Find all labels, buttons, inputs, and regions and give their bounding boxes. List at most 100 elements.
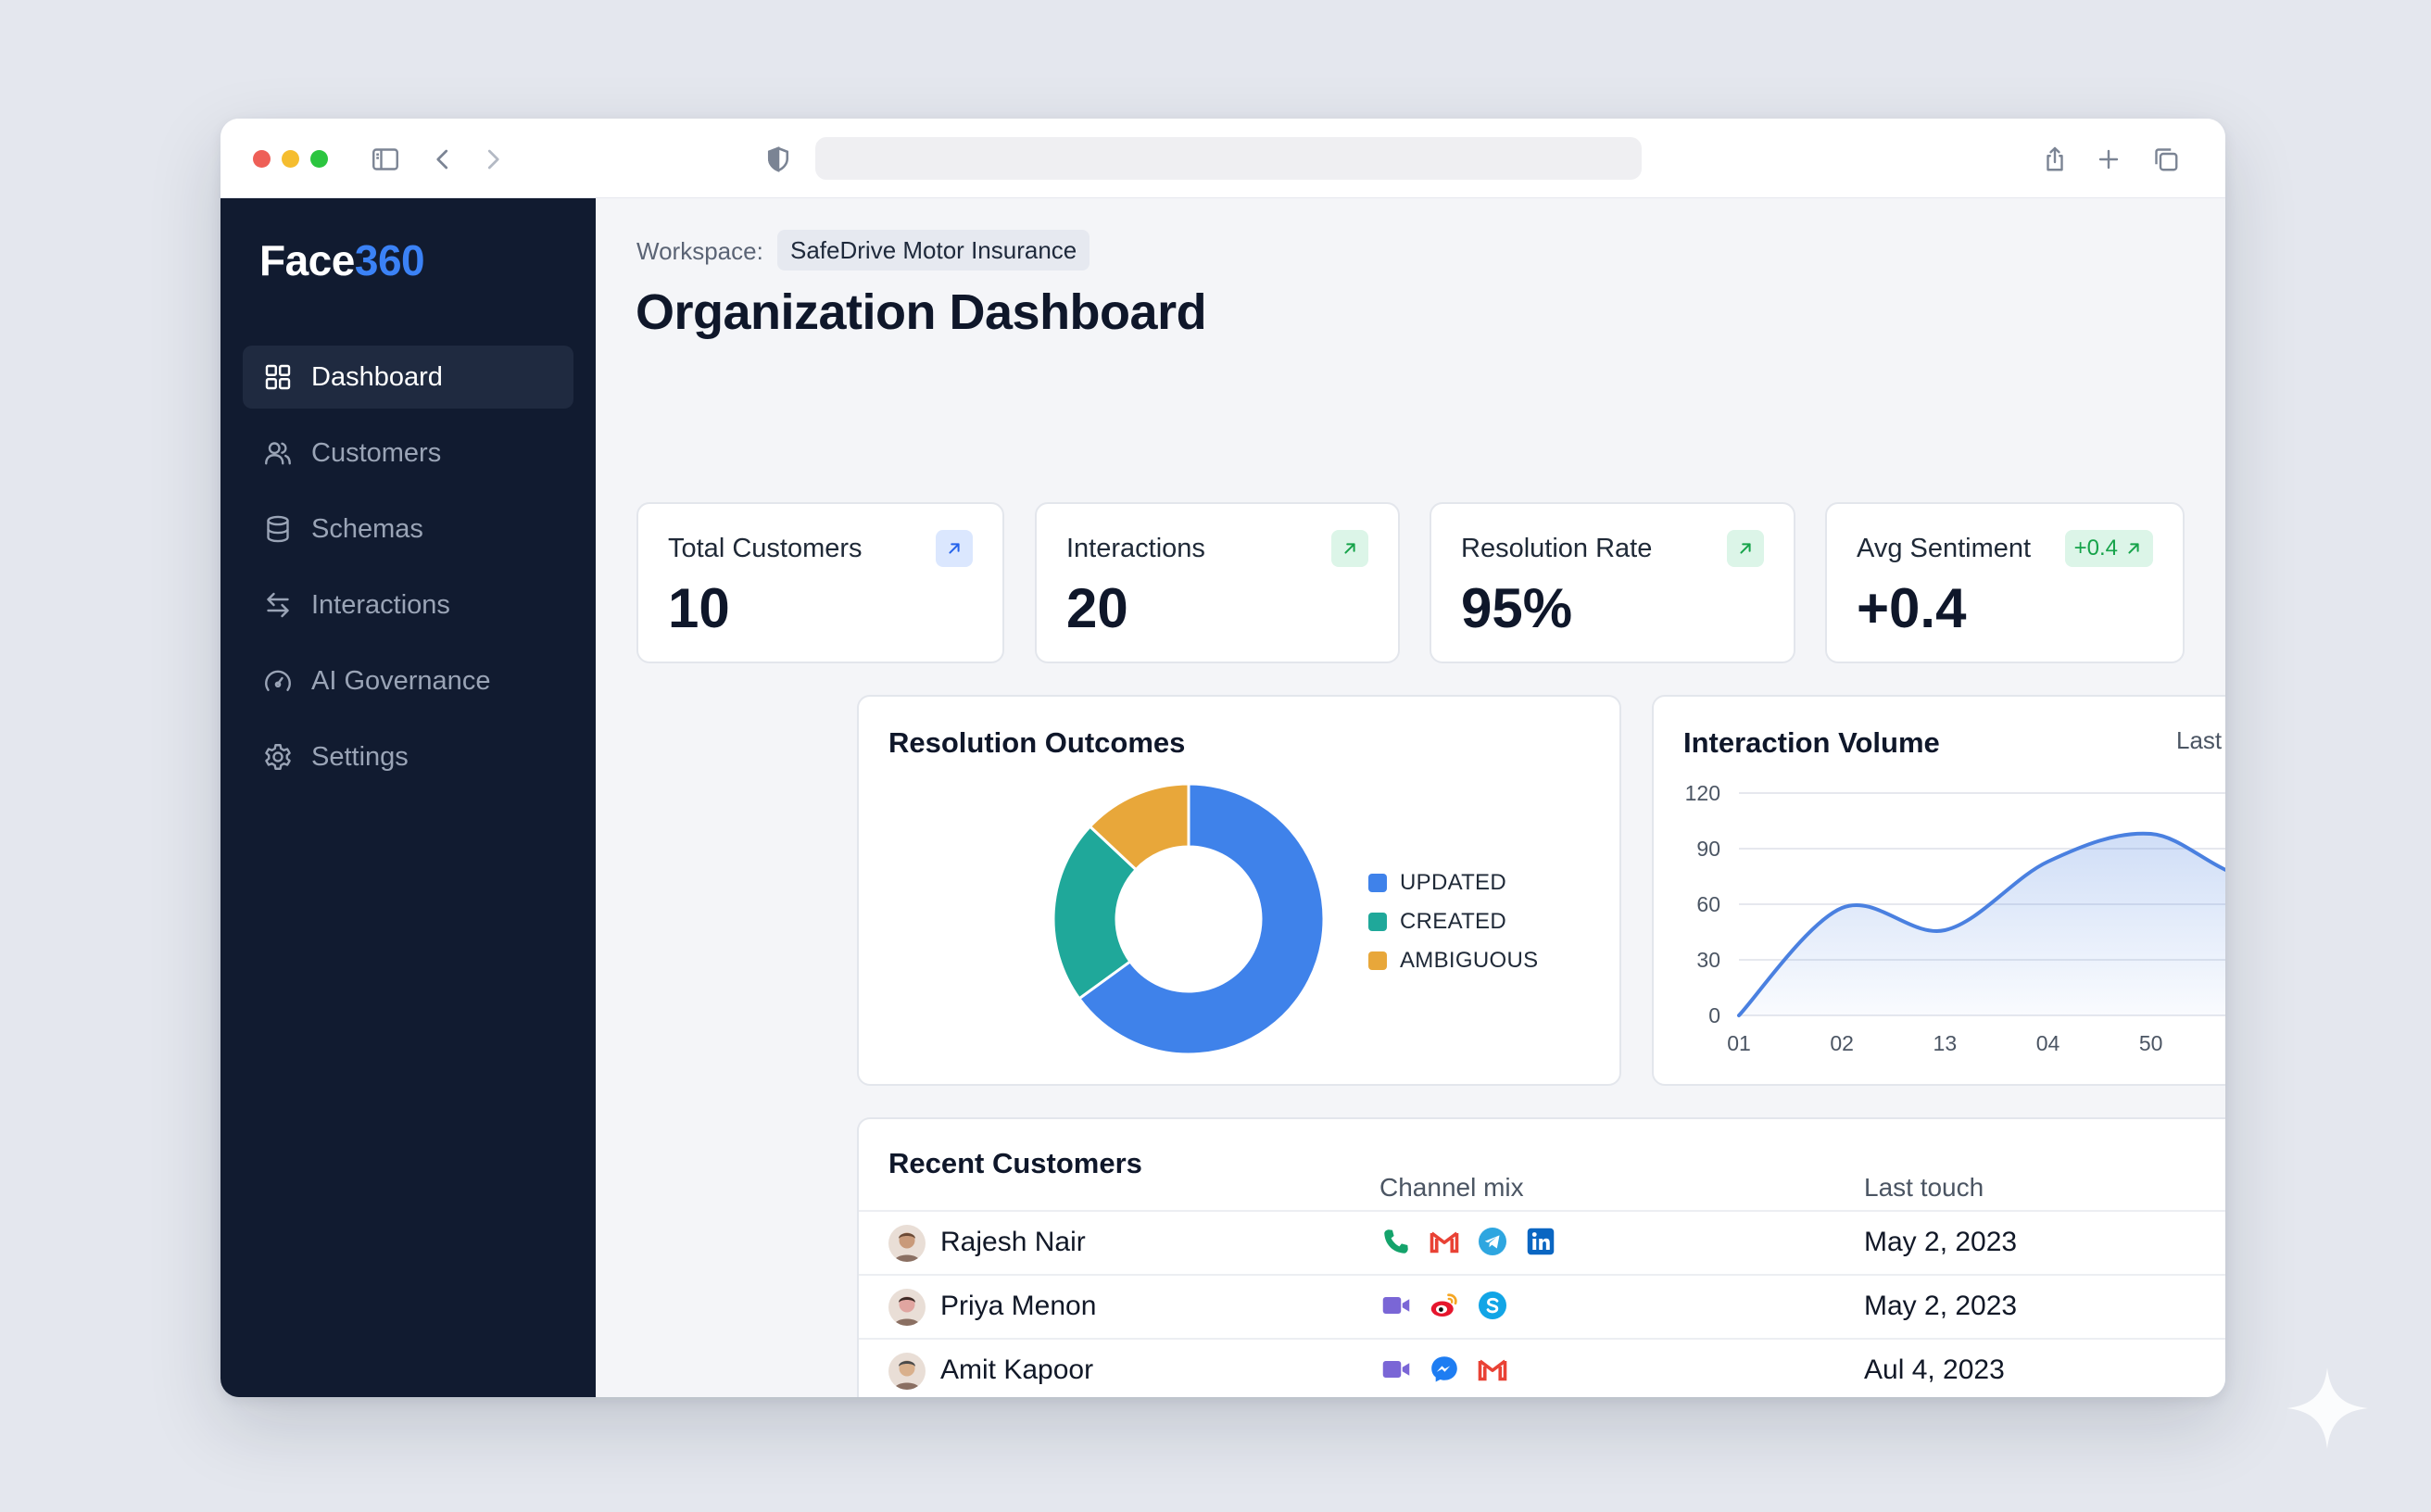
card-title: Recent Customers xyxy=(888,1147,1142,1179)
kpi-card-total-customers[interactable]: Total Customers 10 xyxy=(636,502,1004,663)
skype-icon xyxy=(1476,1289,1509,1322)
table-row[interactable]: Amit Kapoor Aul 4, 2023 Active xyxy=(859,1338,2225,1397)
donut-slice-created[interactable] xyxy=(1052,824,1139,1001)
avatar xyxy=(888,1353,926,1390)
legend-label: AMBIGUOUS xyxy=(1400,948,1539,973)
date-range-select[interactable]: Last 7 days xyxy=(2176,726,2225,755)
grid-icon xyxy=(261,360,295,394)
video-icon xyxy=(1379,1353,1413,1386)
trend-up-icon xyxy=(2128,543,2139,554)
weibo-icon xyxy=(1428,1289,1461,1322)
date-range-value: Last 7 days xyxy=(2176,726,2225,754)
sidebar-item-settings[interactable]: Settings xyxy=(243,725,573,788)
delta-value: +0.4 xyxy=(2073,536,2118,561)
gear-icon xyxy=(261,740,295,774)
sidebar-item-interactions[interactable]: Interactions xyxy=(243,573,573,636)
telegram-icon xyxy=(1476,1225,1509,1258)
kpi-label: Avg Sentiment xyxy=(1857,534,2032,563)
gauge-icon xyxy=(261,664,295,698)
customer-name[interactable]: Priya Menon xyxy=(940,1291,1097,1321)
sidebar-item-label: Schemas xyxy=(311,513,423,544)
messenger-icon xyxy=(1428,1353,1461,1386)
last-touch-date: Aul 4, 2023 xyxy=(1864,1354,2005,1385)
tabs-overview-icon[interactable] xyxy=(2149,143,2183,176)
y-tick-label: 120 xyxy=(1685,781,1720,805)
y-tick-label: 90 xyxy=(1696,837,1720,861)
gmail-icon xyxy=(1428,1225,1461,1258)
avatar xyxy=(888,1289,926,1326)
x-tick-label: 50 xyxy=(2139,1031,2163,1055)
kpi-value: 10 xyxy=(668,577,730,639)
sidebar-item-customers[interactable]: Customers xyxy=(243,422,573,485)
workspace-label: Workspace: xyxy=(636,237,763,265)
database-icon xyxy=(261,512,295,546)
kpi-label: Total Customers xyxy=(668,534,863,563)
kpi-card-resolution-rate[interactable]: Resolution Rate 95% xyxy=(1430,502,1795,663)
phone-icon xyxy=(1379,1225,1413,1258)
close-window-button[interactable] xyxy=(253,150,271,168)
share-icon[interactable] xyxy=(2038,143,2072,176)
browser-window: Face360 Dashboard Customers Schemas Inte… xyxy=(220,119,2225,1397)
donut-slice-updated[interactable] xyxy=(1077,782,1326,1056)
series-line[interactable] xyxy=(1737,821,2225,1017)
forward-icon[interactable] xyxy=(476,143,510,176)
series-area xyxy=(1739,833,2225,1015)
recent-customers-card: Recent Customers Channel mix Last touch … xyxy=(857,1117,2225,1397)
arrows-exchange-icon xyxy=(261,588,295,622)
y-tick-label: 60 xyxy=(1696,892,1720,916)
channel-mix xyxy=(1379,1353,1509,1386)
y-tick-label: 30 xyxy=(1696,948,1720,972)
address-bar[interactable] xyxy=(815,137,1642,180)
sidebar-item-label: Interactions xyxy=(311,589,450,620)
avatar xyxy=(888,1225,926,1262)
kpi-card-avg-sentiment[interactable]: Avg Sentiment +0.4 +0.4 xyxy=(1825,502,2185,663)
x-tick-label: 02 xyxy=(1830,1031,1854,1055)
x-tick-label: 04 xyxy=(2036,1031,2060,1055)
last-touch-date: May 2, 2023 xyxy=(1864,1291,2018,1321)
logo-text: Face xyxy=(259,236,355,284)
legend-item: UPDATED xyxy=(1368,863,1538,902)
new-tab-icon[interactable] xyxy=(2092,143,2125,176)
back-icon[interactable] xyxy=(426,143,460,176)
kpi-value: +0.4 xyxy=(1857,577,1967,639)
shield-icon[interactable] xyxy=(762,143,795,176)
legend-swatch xyxy=(1368,913,1387,931)
logo-accent-text: 360 xyxy=(354,236,425,284)
minimize-window-button[interactable] xyxy=(282,150,299,168)
legend-label: UPDATED xyxy=(1400,870,1506,895)
sidebar-item-schemas[interactable]: Schemas xyxy=(243,498,573,561)
sidebar-item-ai-governance[interactable]: AI Governance xyxy=(243,649,573,712)
column-header-last-touch: Last touch xyxy=(1864,1173,1984,1202)
trend-up-icon xyxy=(1727,530,1764,567)
trend-up-icon xyxy=(1331,530,1368,567)
kpi-card-interactions[interactable]: Interactions 20 xyxy=(1035,502,1400,663)
x-tick-label: 01 xyxy=(1727,1031,1751,1055)
kpi-value: 20 xyxy=(1066,577,1128,639)
sidebar-item-dashboard[interactable]: Dashboard xyxy=(243,346,573,409)
kpi-value: 95% xyxy=(1461,577,1573,639)
donut-slice-ambiguous[interactable] xyxy=(1088,782,1190,872)
sidebar-item-label: Customers xyxy=(311,437,442,468)
trend-up-icon xyxy=(936,530,973,567)
zoom-window-button[interactable] xyxy=(310,150,328,168)
users-icon xyxy=(261,436,295,470)
legend-swatch xyxy=(1368,874,1387,892)
sentiment-delta-badge: +0.4 xyxy=(2064,530,2153,567)
customer-name[interactable]: Rajesh Nair xyxy=(940,1227,1086,1257)
legend-item: CREATED xyxy=(1368,902,1538,941)
workspace-chip[interactable]: SafeDrive Motor Insurance xyxy=(777,230,1090,271)
sidebar-item-label: Dashboard xyxy=(311,361,443,392)
last-touch-date: May 2, 2023 xyxy=(1864,1227,2018,1257)
gmail-icon xyxy=(1476,1353,1509,1386)
table-row[interactable]: Priya Menon May 2, 2023 Active xyxy=(859,1274,2225,1339)
table-row[interactable]: Rajesh Nair May 2, 2023 Active xyxy=(859,1210,2225,1275)
page-title: Organization Dashboard xyxy=(636,284,1207,340)
chart-legend: UPDATED CREATED AMBIGUOUS xyxy=(1368,863,1538,980)
x-tick-label: 13 xyxy=(1933,1031,1958,1055)
video-icon xyxy=(1379,1289,1413,1322)
sidebar-toggle-icon[interactable] xyxy=(369,143,402,176)
customer-name[interactable]: Amit Kapoor xyxy=(940,1354,1094,1385)
app-logo[interactable]: Face360 xyxy=(259,235,425,285)
channel-mix xyxy=(1379,1289,1509,1322)
browser-toolbar xyxy=(220,119,2225,198)
